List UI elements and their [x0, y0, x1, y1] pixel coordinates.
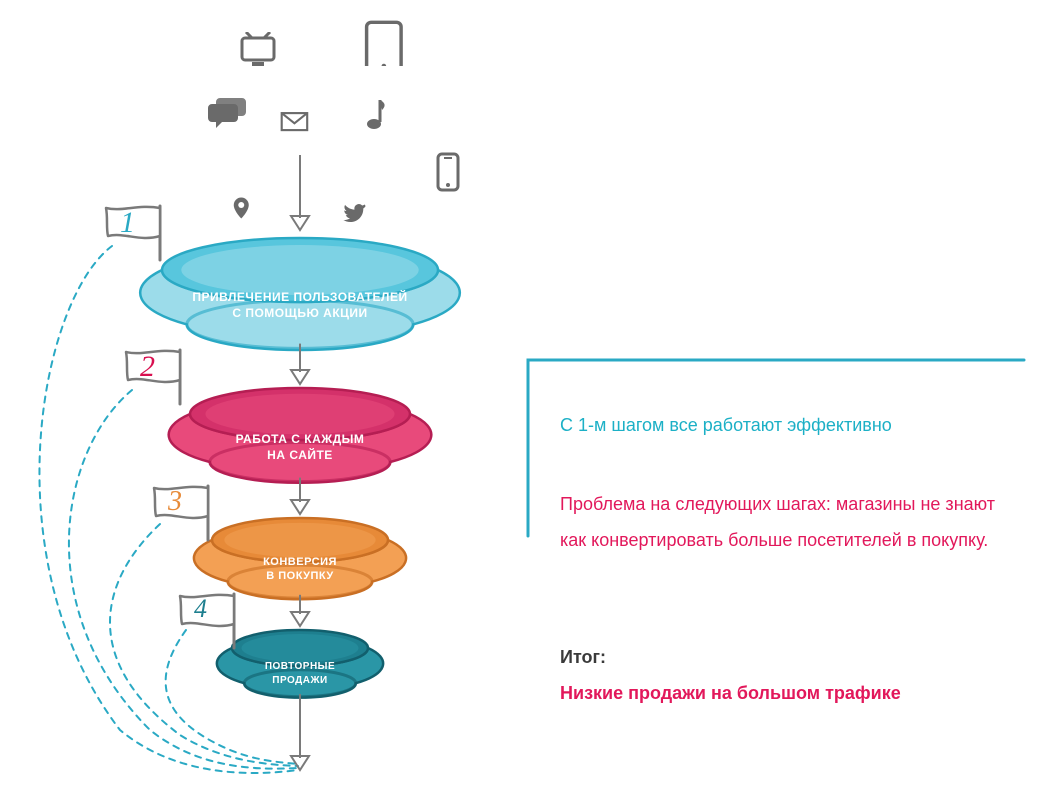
- text-result: Низкие продажи на большом трафике: [560, 676, 1020, 710]
- flag-1: 1: [98, 202, 176, 271]
- flag-2-number: 2: [140, 350, 155, 384]
- flag-3-number: 3: [168, 486, 182, 518]
- text-step1: С 1-м шагом все работают эффективно: [560, 408, 1020, 442]
- text-result-label: Итог:: [560, 640, 1020, 674]
- text-problem: Проблема на следующих шагах: магазины не…: [560, 486, 1020, 558]
- infographic-stage: ПРИВЛЕЧЕНИЕ ПОЛЬЗОВАТЕЛЕЙС ПОМОЩЬЮ АКЦИИ…: [0, 0, 1060, 795]
- flag-4: 4: [172, 590, 250, 659]
- flag-1-number: 1: [120, 206, 135, 240]
- flag-2: 2: [118, 346, 196, 415]
- flag-4-number: 4: [194, 594, 207, 624]
- flag-3: 3: [146, 482, 224, 551]
